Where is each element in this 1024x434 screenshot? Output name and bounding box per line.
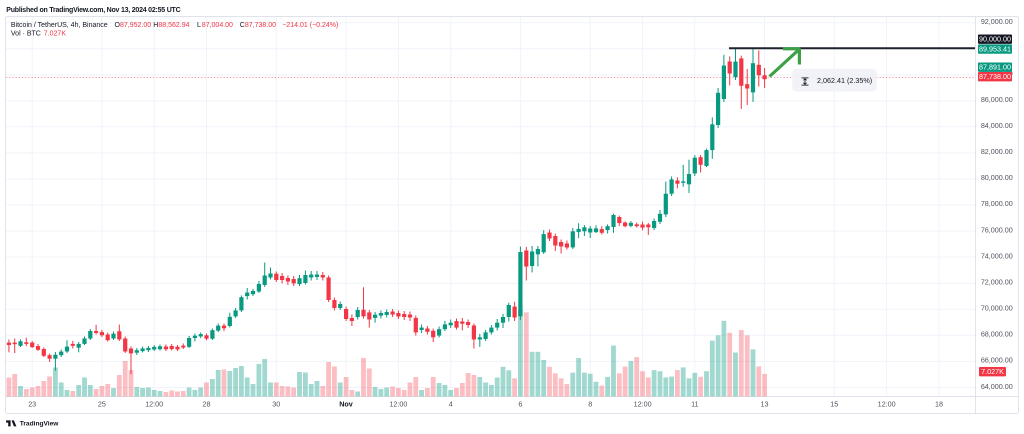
svg-text:4: 4 [449,400,453,409]
svg-text:7.027K: 7.027K [44,31,67,38]
svg-text:H: H [153,22,158,29]
svg-text:86,000.00: 86,000.00 [981,95,1013,104]
svg-text:87,004.00: 87,004.00 [202,22,233,29]
svg-text:C: C [240,22,245,29]
svg-text:89,953.41: 89,953.41 [979,45,1011,54]
svg-text:74,000.00: 74,000.00 [981,251,1013,260]
svg-text:82,000.00: 82,000.00 [981,147,1013,156]
svg-text:28: 28 [203,400,211,409]
svg-text:12:00: 12:00 [389,400,407,409]
svg-text:12:00: 12:00 [634,400,652,409]
svg-text:TradingView: TradingView [20,421,60,428]
svg-text:70,000.00: 70,000.00 [981,304,1013,313]
svg-text:30: 30 [272,400,280,409]
svg-text:78,000.00: 78,000.00 [981,199,1013,208]
svg-text:12:00: 12:00 [145,400,163,409]
svg-text:87,738.00: 87,738.00 [245,22,276,29]
svg-text:80,000.00: 80,000.00 [981,173,1013,182]
svg-text:18: 18 [935,400,943,409]
svg-text:11: 11 [691,400,698,409]
svg-text:8: 8 [588,400,592,409]
svg-text:90,000.00: 90,000.00 [979,35,1011,44]
svg-text:64,000.00: 64,000.00 [981,382,1013,391]
svg-text:25: 25 [98,400,106,409]
svg-text:72,000.00: 72,000.00 [981,277,1013,286]
svg-text:Bitcoin / TetherUS, 4h, Binanc: Bitcoin / TetherUS, 4h, Binance [11,22,108,29]
svg-text:68,000.00: 68,000.00 [981,330,1013,339]
svg-text:13: 13 [761,400,769,409]
svg-text:87,952.00: 87,952.00 [120,22,151,29]
svg-text:92,000.00: 92,000.00 [981,17,1013,26]
svg-text:87,738.00: 87,738.00 [979,72,1011,81]
svg-text:76,000.00: 76,000.00 [981,225,1013,234]
svg-text:87,891.00: 87,891.00 [979,63,1011,72]
svg-text:12:00: 12:00 [878,400,896,409]
svg-text:L: L [197,22,201,29]
svg-text:66,000.00: 66,000.00 [981,356,1013,365]
svg-text:6: 6 [518,400,522,409]
svg-text:2,062.41 (2.35%): 2,062.41 (2.35%) [817,76,872,85]
svg-text:15: 15 [830,400,838,409]
svg-text:23: 23 [28,400,36,409]
svg-text:7.027K: 7.027K [981,367,1004,376]
svg-text:Nov: Nov [339,400,353,409]
svg-text:Vol · BTC: Vol · BTC [11,31,41,38]
svg-text:−214.01 (−0.24%): −214.01 (−0.24%) [282,22,338,29]
svg-text:84,000.00: 84,000.00 [981,121,1013,130]
svg-text:88,562.94: 88,562.94 [158,22,189,29]
svg-text:Published on TradingView.com,: Published on TradingView.com, Nov 13, 20… [6,7,180,14]
svg-text:O: O [115,22,121,29]
